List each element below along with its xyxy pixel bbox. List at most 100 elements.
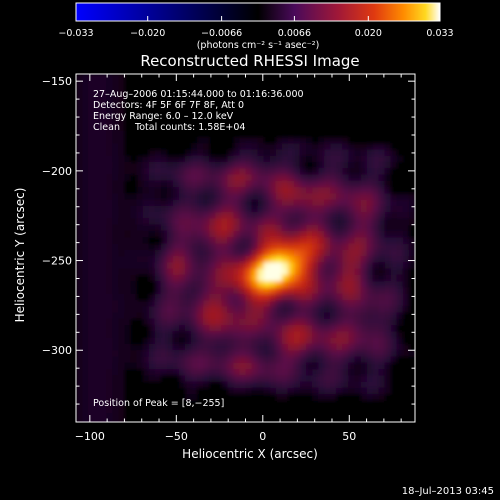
- heatmap-cell: [251, 174, 259, 182]
- heatmap-cell: [118, 256, 126, 263]
- heatmap-cell: [251, 143, 259, 150]
- heatmap-cell: [299, 318, 307, 326]
- heatmap-cell: [318, 136, 325, 144]
- heatmap-cell: [287, 230, 295, 238]
- heatmap-cell: [366, 262, 374, 270]
- heatmap-cell: [275, 343, 283, 351]
- heatmap-cell: [366, 212, 374, 219]
- heatmap-cell: [318, 306, 325, 314]
- heatmap-cell: [209, 300, 216, 307]
- heatmap-cell: [245, 268, 253, 276]
- heatmap-cell: [184, 337, 192, 345]
- heatmap-cell: [348, 306, 356, 314]
- heatmap-cell: [191, 256, 198, 263]
- heatmap-cell: [172, 155, 180, 163]
- heatmap-cell: [106, 180, 113, 188]
- heatmap-cell: [184, 237, 192, 245]
- heatmap-cell: [257, 205, 265, 213]
- heatmap-cell: [257, 268, 265, 276]
- heatmap-cell: [263, 155, 271, 163]
- heatmap-cell: [203, 362, 210, 370]
- heatmap-cell: [281, 356, 289, 364]
- heatmap-cell: [324, 180, 331, 188]
- heatmap-cell: [76, 80, 83, 88]
- heatmap-cell: [360, 387, 368, 395]
- heatmap-cell: [245, 199, 253, 207]
- heatmap-cell: [342, 268, 350, 276]
- heatmap-cell: [154, 212, 162, 219]
- x-tick-label: −50: [165, 430, 188, 443]
- heatmap-cell: [82, 337, 89, 345]
- heatmap-cell: [263, 274, 271, 282]
- heatmap-cell: [263, 187, 271, 194]
- heatmap-cell: [372, 161, 380, 169]
- heatmap-cell: [275, 143, 283, 150]
- heatmap-cell: [148, 312, 156, 320]
- heatmap-cell: [94, 230, 101, 238]
- heatmap-cell: [154, 205, 162, 213]
- heatmap-cell: [178, 362, 186, 370]
- heatmap-cell: [299, 205, 307, 213]
- heatmap-cell: [118, 406, 126, 414]
- heatmap-cell: [130, 293, 138, 301]
- heatmap-cell: [191, 281, 198, 289]
- heatmap-cell: [239, 274, 247, 282]
- heatmap-cell: [245, 161, 253, 169]
- heatmap-cell: [348, 168, 356, 176]
- heatmap-cell: [184, 331, 192, 339]
- heatmap-cell: [396, 205, 404, 213]
- heatmap-cell: [287, 356, 295, 364]
- heatmap-cell: [342, 199, 350, 207]
- heatmap-cell: [312, 331, 319, 339]
- heatmap-cell: [203, 218, 210, 226]
- heatmap-cell: [106, 212, 113, 219]
- heatmap-cell: [197, 293, 204, 301]
- heatmap-cell: [348, 343, 356, 351]
- heatmap-cell: [269, 343, 277, 351]
- heatmap-cell: [215, 318, 222, 326]
- heatmap-cell: [88, 143, 95, 150]
- heatmap-cell: [100, 74, 107, 81]
- heatmap-cell: [142, 187, 150, 194]
- heatmap-cell: [154, 274, 162, 282]
- heatmap-cell: [354, 249, 362, 257]
- heatmap-cell: [118, 287, 126, 295]
- heatmap-cell: [106, 155, 113, 163]
- heatmap-cell: [94, 124, 101, 132]
- heatmap-cell: [227, 306, 234, 314]
- heatmap-cell: [245, 143, 253, 150]
- heatmap-cell: [239, 218, 247, 226]
- heatmap-cell: [209, 293, 216, 301]
- heatmap-cell: [88, 343, 95, 351]
- heatmap-cell: [384, 318, 392, 326]
- heatmap-cell: [136, 249, 144, 257]
- heatmap-cell: [215, 249, 222, 257]
- heatmap-cell: [354, 362, 362, 370]
- heatmap-cell: [269, 237, 277, 245]
- heatmap-cell: [184, 281, 192, 289]
- heatmap-cell: [384, 300, 392, 307]
- heatmap-cell: [251, 193, 259, 201]
- heatmap-cell: [306, 318, 313, 326]
- heatmap-cell: [366, 306, 374, 314]
- heatmap-cell: [106, 161, 113, 169]
- heatmap-cell: [76, 281, 83, 289]
- heatmap-cell: [136, 268, 144, 276]
- heatmap-cell: [384, 262, 392, 270]
- heatmap-cell: [342, 168, 350, 176]
- heatmap-cell: [203, 161, 210, 169]
- heatmap-cell: [112, 155, 119, 163]
- heatmap-cell: [88, 262, 95, 270]
- heatmap-cell: [112, 212, 119, 219]
- heatmap-cell: [112, 205, 119, 213]
- heatmap-cell: [372, 274, 380, 282]
- x-axis-ticks: −100 −50 0 50: [75, 74, 402, 443]
- heatmap-cell: [88, 74, 95, 81]
- heatmap-cell: [293, 136, 301, 144]
- heatmap-cell: [112, 199, 119, 207]
- heatmap-cell: [172, 325, 180, 333]
- heatmap-cell: [94, 136, 101, 144]
- heatmap-cell: [324, 300, 331, 307]
- heatmap-cell: [360, 149, 368, 157]
- heatmap-cell: [354, 174, 362, 182]
